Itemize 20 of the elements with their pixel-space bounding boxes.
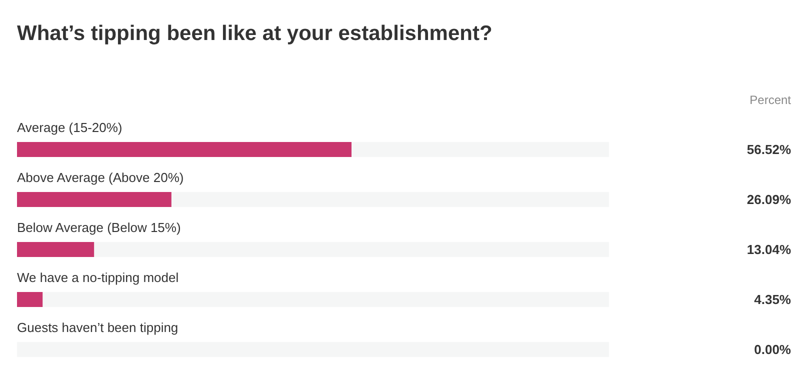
y-tick-label: Average (15-20%) (17, 120, 122, 135)
y-tick-label: Below Average (Below 15%) (17, 220, 181, 235)
bar (171, 192, 609, 207)
y-tick-label: We have a no-tipping model (17, 270, 179, 285)
bar (94, 242, 609, 257)
data-label: 13.04% (746, 242, 792, 257)
bar (17, 242, 94, 257)
data-label: 26.09% (746, 192, 792, 207)
bar (352, 142, 609, 157)
bar (17, 292, 43, 307)
bar (17, 192, 172, 207)
bar (42, 292, 609, 307)
y-tick-label: Above Average (Above 20%) (17, 170, 184, 185)
data-label: 4.35% (754, 292, 792, 307)
text: Percent (750, 93, 792, 107)
y-tick-label: Guests haven’t been tipping (17, 320, 178, 335)
data-label: 56.52% (746, 142, 792, 157)
bar (17, 142, 352, 157)
chart-title: What’s tipping been like at your establishment? (17, 22, 492, 45)
data-label: 0.00% (754, 342, 792, 357)
